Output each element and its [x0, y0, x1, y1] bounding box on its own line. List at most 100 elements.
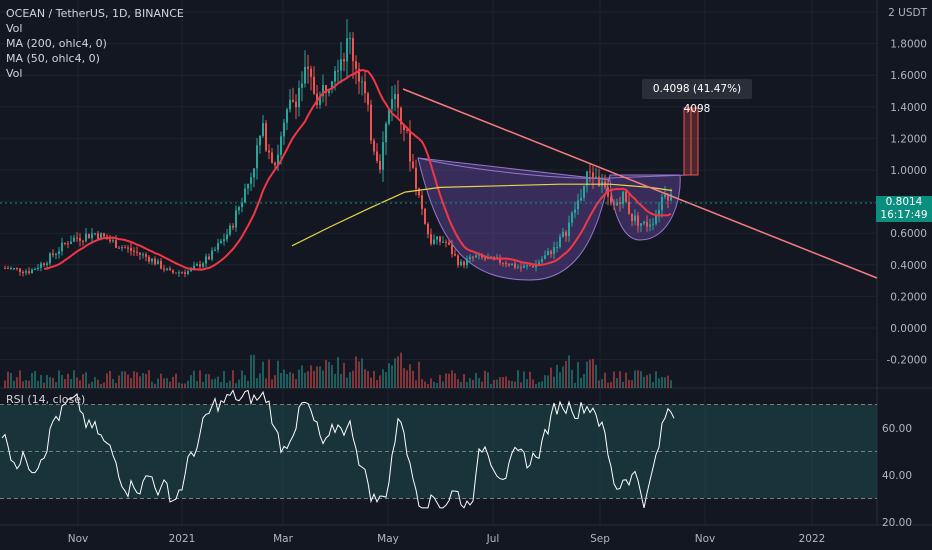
- candle-body: [250, 177, 252, 184]
- candle-body: [391, 99, 393, 110]
- volume-bar: [271, 379, 273, 388]
- candle-body: [43, 263, 45, 265]
- candle-body: [241, 202, 243, 208]
- candle-body: [304, 66, 306, 84]
- volume-bar: [169, 381, 171, 388]
- volume-bar: [46, 374, 48, 388]
- candle-body: [613, 203, 615, 206]
- candle-body: [4, 267, 6, 269]
- volume-bar: [466, 382, 468, 388]
- volume-bar: [355, 356, 357, 388]
- volume-bar: [577, 362, 579, 388]
- volume-bar: [655, 371, 657, 388]
- candle-body: [145, 254, 147, 257]
- volume-bar: [637, 370, 639, 388]
- legend-vol[interactable]: Vol: [6, 22, 23, 35]
- time-axis-label: May: [377, 533, 399, 545]
- volume-bar: [241, 370, 243, 388]
- legend-vol-2[interactable]: Vol: [6, 67, 23, 80]
- volume-bar: [658, 378, 660, 388]
- candle-body: [40, 263, 42, 268]
- volume-bar: [193, 370, 195, 388]
- volume-bar: [454, 373, 456, 388]
- candle-body: [364, 81, 366, 94]
- price-axis-label: 1.6000: [890, 70, 927, 82]
- moving-averages: [43, 68, 673, 271]
- candle-body: [400, 107, 402, 125]
- volume-bar: [331, 365, 333, 388]
- candle-body: [202, 263, 204, 267]
- candle-body: [316, 93, 318, 105]
- candle-body: [127, 247, 129, 249]
- candle-body: [586, 171, 588, 186]
- volume-bar: [598, 380, 600, 388]
- volume-bar: [244, 375, 246, 388]
- candle-body: [136, 251, 138, 253]
- price-axis-label: 2 USDT: [888, 7, 927, 19]
- candle-body: [31, 269, 33, 274]
- volume-bar: [568, 355, 570, 388]
- candle-body: [565, 231, 567, 237]
- volume-bar: [586, 361, 588, 388]
- volume-bar: [292, 373, 294, 388]
- candle-body: [211, 250, 213, 260]
- candle-body: [361, 81, 363, 83]
- candle-body: [556, 247, 558, 249]
- price-axis-label: 1.0000: [890, 165, 927, 177]
- volume-bar: [640, 371, 642, 388]
- rsi-legend[interactable]: RSI (14, close): [6, 393, 86, 406]
- volume-bar: [508, 380, 510, 388]
- candle-body: [199, 264, 201, 267]
- volume-bar: [238, 379, 240, 388]
- candle-body: [325, 85, 327, 94]
- volume-bar: [199, 370, 201, 388]
- candle-body: [454, 254, 456, 256]
- candle-body: [373, 140, 375, 152]
- candle-body: [289, 99, 291, 110]
- candle-body: [244, 188, 246, 203]
- volume-bar: [217, 376, 219, 388]
- rsi-line: [1, 389, 675, 509]
- volume-bar: [148, 370, 150, 388]
- volume-bar: [298, 369, 300, 388]
- volume-bar: [475, 373, 477, 388]
- volume-bar: [208, 374, 210, 388]
- volume-bar: [34, 371, 36, 388]
- candle-body: [457, 255, 459, 266]
- legend-ma200[interactable]: MA (200, ohlc4, 0): [6, 37, 107, 50]
- price-range-measure-label[interactable]: 0.4098 (41.47%) 4098: [642, 79, 752, 115]
- volume-bar: [526, 379, 528, 388]
- volume-bar: [604, 372, 606, 388]
- candle-body: [49, 253, 51, 264]
- candle-body: [490, 256, 492, 258]
- volume-bar: [223, 371, 225, 388]
- volume-bar: [418, 361, 420, 388]
- volume-bar: [4, 380, 6, 388]
- candle-body: [328, 89, 330, 94]
- candle-body: [349, 38, 351, 40]
- volume-bar: [433, 381, 435, 388]
- candle-body: [130, 247, 132, 251]
- legend-ma50[interactable]: MA (50, ohlc4, 0): [6, 52, 100, 65]
- candle-body: [658, 210, 660, 217]
- volume-bar: [319, 366, 321, 388]
- volume-bar: [310, 365, 312, 388]
- candle-body: [58, 251, 60, 254]
- symbol-title[interactable]: OCEAN / TetherUS, 1D, BINANCE: [6, 7, 184, 20]
- candle-body: [226, 234, 228, 240]
- volume-bar: [322, 370, 324, 388]
- volume-bar: [574, 382, 576, 388]
- volume-bar: [346, 377, 348, 388]
- candle-body: [424, 208, 426, 224]
- candle-body: [10, 268, 12, 270]
- candle-body: [652, 223, 654, 225]
- price-axis-label: 0.6000: [890, 228, 927, 240]
- volume-bar: [64, 378, 66, 388]
- candle-body: [103, 233, 105, 237]
- volume-bar: [367, 371, 369, 388]
- candle-body: [187, 271, 189, 274]
- price-axis-label: 0.0000: [890, 323, 927, 335]
- volume-bar: [187, 380, 189, 388]
- candle-body: [151, 258, 153, 262]
